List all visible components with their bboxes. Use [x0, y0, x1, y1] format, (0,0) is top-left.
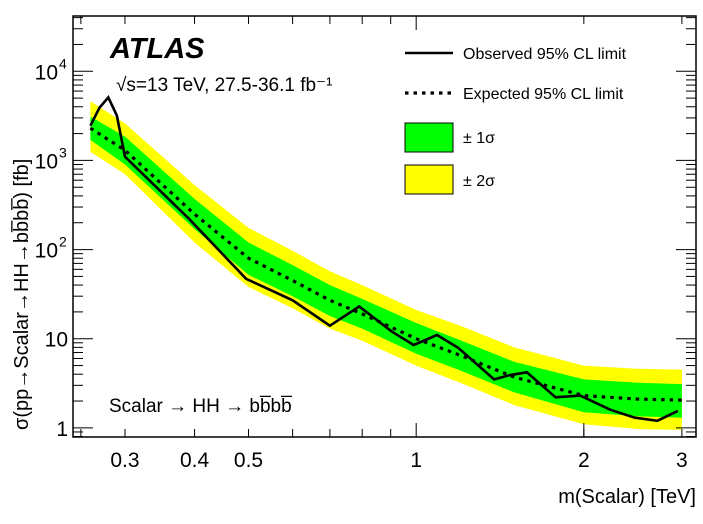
bands-layer	[90, 101, 682, 430]
legend-one-sigma-swatch	[404, 122, 454, 153]
y-tick-label-exponent: 3	[59, 144, 67, 160]
observed-limit-line	[89, 95, 679, 423]
x-tick-label: 0.4	[180, 449, 210, 472]
y-axis-title: σ(pp→Scalar→HH→bb̅bb̅) [fb]	[10, 159, 33, 430]
x-tick-label: 1	[410, 449, 422, 472]
legend-one-sigma-label: ± 1σ	[463, 130, 495, 147]
x-tick-label: 0.5	[234, 449, 263, 472]
y-tick-label-exponent: 2	[59, 234, 67, 250]
y-tick-label: 1	[56, 418, 68, 441]
process-label: Scalar → HH → bb̅bb̅	[109, 396, 292, 417]
x-tick-label: 3	[676, 449, 688, 472]
one-sigma-band	[90, 116, 682, 418]
y-tick-label: 10	[35, 150, 58, 173]
legend-observed-label: Observed 95% CL limit	[463, 46, 627, 63]
legend-expected-label: Expected 95% CL limit	[463, 86, 624, 103]
legend-two-sigma-swatch	[404, 164, 454, 195]
x-axis-ticks	[80, 16, 683, 437]
y-tick-label: 10	[45, 329, 68, 352]
expected-limit-line	[89, 126, 682, 402]
x-tick-labels: 0.3 0.4 0.5 1 2 3	[110, 449, 687, 472]
legend: Observed 95% CL limit Expected 95% CL li…	[404, 46, 627, 195]
x-tick-label: 0.3	[110, 449, 139, 472]
x-axis-title: m(Scalar) [TeV]	[558, 486, 696, 508]
y-tick-label-exponent: 4	[59, 55, 67, 71]
y-tick-label: 10	[35, 61, 58, 84]
y-axis-ticks	[73, 17, 696, 438]
legend-two-sigma-label: ± 2σ	[463, 173, 495, 190]
y-tick-label: 10	[35, 240, 58, 263]
x-tick-label: 2	[578, 449, 590, 472]
energy-luminosity-label: √s=13 TeV, 27.5-36.1 fb⁻¹	[116, 75, 332, 96]
atlas-label: ATLAS	[109, 33, 205, 65]
lines-layer	[89, 95, 682, 423]
plot-frame	[72, 15, 697, 438]
